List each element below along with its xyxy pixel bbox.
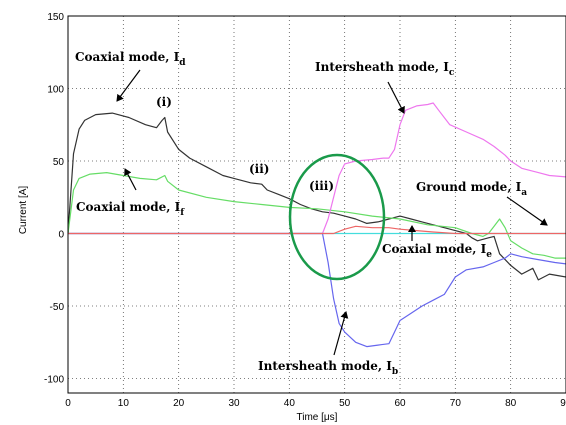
series-line-d <box>68 112 566 281</box>
x-tick-label: 20 <box>173 398 185 409</box>
y-tick-label: 150 <box>47 12 64 23</box>
y-tick-labels: 150 100 50 0 -50 -100 <box>44 12 64 386</box>
x-tick-label: 9 <box>560 398 566 409</box>
annotation-intersheath-ic: Intersheath mode, Ic <box>315 60 455 78</box>
y-tick-label: 100 <box>47 85 64 96</box>
arrow-id <box>116 69 141 102</box>
annotation-i: (i) <box>156 95 172 109</box>
arrow-ib <box>333 311 349 356</box>
series-line-b <box>68 232 566 348</box>
x-tick-label: 50 <box>339 398 351 409</box>
annotation-ii: (ii) <box>249 162 269 176</box>
y-tick-label: -100 <box>44 375 64 386</box>
x-tick-label: 10 <box>118 398 130 409</box>
annotation-coaxial-id: Coaxial mode, Id <box>75 50 186 68</box>
x-tick-label: 0 <box>65 398 71 409</box>
y-tick-label: 0 <box>58 230 64 241</box>
y-tick-label: -50 <box>50 302 65 313</box>
x-tick-label: 70 <box>450 398 462 409</box>
x-tick-label: 40 <box>284 398 296 409</box>
series-lines <box>68 102 566 348</box>
x-axis-label: Time [μs] <box>297 412 338 423</box>
annotation-intersheath-ib: Intersheath mode, Ib <box>258 359 398 377</box>
y-tick-label: 50 <box>53 157 65 168</box>
x-tick-label: 30 <box>228 398 240 409</box>
y-axis-label: Current [A] <box>18 186 29 235</box>
highlight-ellipse <box>288 153 386 281</box>
x-tick-labels: 0 10 20 30 40 50 60 70 80 9 <box>65 398 566 409</box>
arrow-ia <box>506 196 548 226</box>
annotation-coaxial-if: Coaxial mode, If <box>76 200 185 218</box>
x-tick-label: 60 <box>394 398 406 409</box>
annotation-coaxial-ie: Coaxial mode, Ie <box>382 242 492 260</box>
annotation-iii: (iii) <box>309 179 334 193</box>
series-line-c <box>68 102 566 235</box>
x-tick-label: 80 <box>505 398 517 409</box>
annotation-arrows <box>116 69 548 356</box>
arrow-ic <box>387 81 405 114</box>
arrow-if <box>124 168 137 191</box>
annotation-ground-ia: Ground mode, Ia <box>416 180 527 198</box>
series-line-e <box>68 225 566 235</box>
plot-frame <box>67 15 566 394</box>
